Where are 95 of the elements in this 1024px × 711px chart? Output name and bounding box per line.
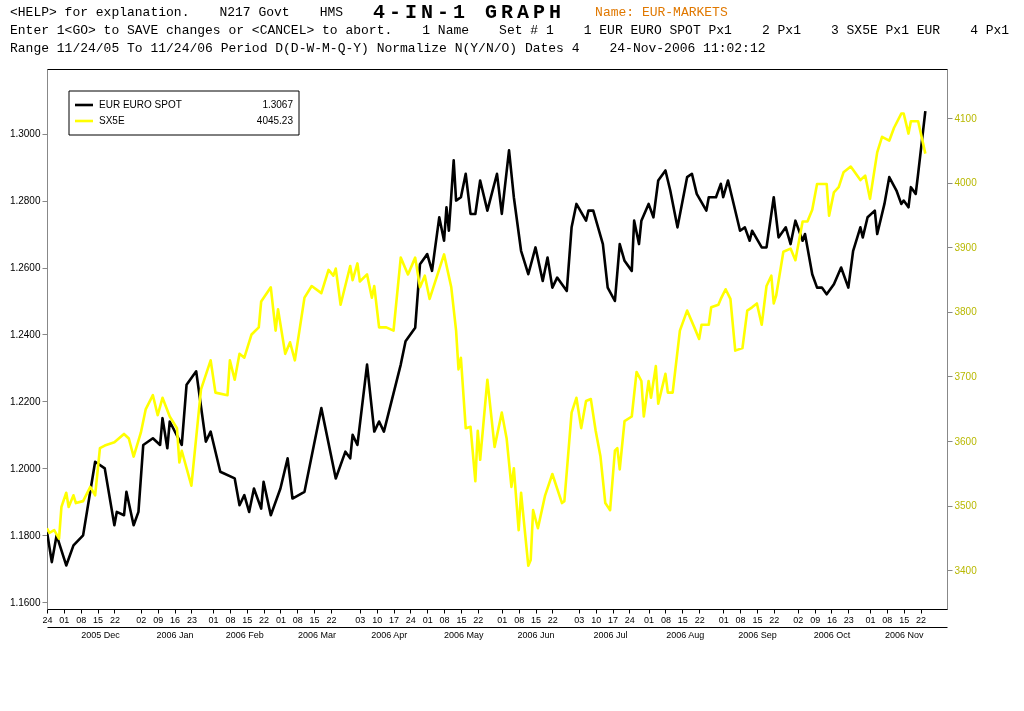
x-tick-label: 15: [93, 614, 104, 625]
text: Range 11/24/05 To 11/24/06 Period D(D-W-M-Q-Y) Normalize N(Y/N/O) Dates 4: [10, 40, 580, 58]
x-tick-label: 15: [899, 614, 910, 625]
annotation: 1.3067: [262, 99, 294, 110]
text: HMS: [319, 4, 344, 22]
x-tick-label: 10: [372, 614, 383, 625]
x-tick-label: 23: [186, 614, 197, 625]
x-tick-label: 17: [608, 614, 619, 625]
x-tick-label: 15: [530, 614, 542, 625]
text: Enter 1<GO> to SAVE changes or <CANCEL> to abort.: [10, 22, 393, 40]
y2-tick-label: 3800: [954, 306, 978, 318]
x-tick-label: 08: [660, 614, 671, 625]
x-tick-label: 22: [916, 614, 927, 625]
x2-tick-label: 2006 Jul: [593, 629, 628, 640]
x-tick-label: 01: [865, 614, 876, 625]
chart-title: 4-IN-1 GRAPH: [373, 1, 566, 24]
x-tick-label: 08: [514, 614, 525, 625]
x-tick-label: 16: [170, 614, 181, 625]
text: 1 EUR EURO SPOT Px1: [583, 22, 732, 40]
chart-subtitle: Name: EUR-MARKETS: [595, 4, 728, 22]
x-tick-label: 09: [153, 614, 164, 625]
x-tick-label: 08: [76, 614, 87, 625]
text: 2 Px1: [761, 22, 801, 40]
x-tick-label: 22: [109, 614, 120, 625]
x-tick-label: 08: [439, 614, 450, 625]
x-tick-label: 03: [355, 614, 366, 625]
text: N217 Govt: [219, 4, 290, 22]
x-tick-label: 01: [208, 614, 219, 625]
x-tick-label: 02: [136, 614, 147, 625]
y-tick-label: 1.2600: [9, 262, 41, 274]
x-tick-label: 15: [309, 614, 320, 625]
x2-tick-label: 2006 Jan: [156, 629, 194, 640]
x-tick-label: 22: [326, 614, 337, 625]
x-tick-label: 01: [718, 614, 729, 625]
x-tick-label: 22: [769, 614, 780, 625]
x2-tick-label: 2006 Apr: [371, 629, 408, 640]
x2-tick-label: 2006 May: [444, 629, 485, 640]
x-tick-label: 16: [826, 614, 837, 625]
x2-tick-label: 2006 Oct: [813, 629, 851, 640]
x2-tick-label: 2006 Aug: [666, 629, 705, 640]
x-tick-label: 01: [644, 614, 655, 625]
y-tick-label: 1.2800: [9, 195, 41, 207]
y2-tick-label: 3700: [954, 370, 978, 382]
x-tick-label: 08: [292, 614, 303, 625]
x-tick-label: 01: [59, 614, 70, 625]
x-tick-label: 24: [624, 614, 635, 625]
x-tick-label: 01: [275, 614, 286, 625]
y2-tick-label: 3500: [954, 500, 978, 512]
x-tick-label: 01: [422, 614, 433, 625]
x-tick-label: 24: [405, 614, 416, 625]
y-tick-label: 1.2000: [9, 462, 41, 474]
x-tick-label: 17: [389, 614, 400, 625]
text: 1 Name: [422, 22, 470, 40]
x-tick-label: 01: [497, 614, 508, 625]
x-tick-label: 09: [810, 614, 821, 625]
x-tick-label: 02: [793, 614, 804, 625]
y2-tick-label: 3900: [954, 241, 978, 253]
x2-tick-label: 2006 Feb: [225, 629, 264, 640]
x2-tick-label: 2006 Mar: [298, 629, 337, 640]
y2-tick-label: 4000: [954, 177, 978, 189]
x-tick-label: 08: [882, 614, 893, 625]
text: <HELP> for explanation.: [10, 4, 190, 22]
x-tick-label: 23: [843, 614, 854, 625]
x-tick-label: 15: [677, 614, 688, 625]
y2-tick-label: 4100: [954, 112, 978, 124]
x-tick-label: 24: [42, 614, 53, 625]
y-tick-label: 1.3000: [9, 128, 41, 140]
y-tick-label: 1.2400: [9, 328, 41, 340]
legend-label: EUR EURO SPOT: [99, 99, 182, 110]
annotation: 4045.23: [256, 115, 294, 126]
x2-tick-label: 2006 Sep: [738, 629, 777, 640]
text: Set # 1: [499, 22, 554, 40]
legend-label: SX5E: [99, 115, 125, 126]
x-tick-label: 10: [591, 614, 602, 625]
text: 4 Px1: [970, 22, 1010, 40]
x-tick-label: 22: [473, 614, 484, 625]
x-tick-label: 08: [735, 614, 746, 625]
y-tick-label: 1.1600: [9, 596, 41, 608]
y2-tick-label: 3400: [954, 564, 978, 576]
y2-tick-label: 3600: [954, 435, 978, 447]
x-tick-label: 22: [259, 614, 270, 625]
text: 24-Nov-2006 11:02:12: [609, 40, 766, 58]
y-tick-label: 1.1800: [9, 529, 41, 541]
x-tick-label: 15: [752, 614, 763, 625]
x-tick-label: 08: [225, 614, 236, 625]
x-tick-label: 22: [547, 614, 558, 625]
x-tick-label: 15: [456, 614, 467, 625]
x-tick-label: 15: [242, 614, 253, 625]
x2-tick-label: 2005 Dec: [81, 629, 121, 640]
x-tick-label: 22: [694, 614, 705, 625]
y-tick-label: 1.2200: [9, 395, 41, 407]
text: 3 SX5E Px1 EUR: [830, 22, 941, 40]
x2-tick-label: 2006 Jun: [517, 629, 555, 640]
x-tick-label: 03: [574, 614, 585, 625]
x2-tick-label: 2006 Nov: [884, 629, 924, 640]
